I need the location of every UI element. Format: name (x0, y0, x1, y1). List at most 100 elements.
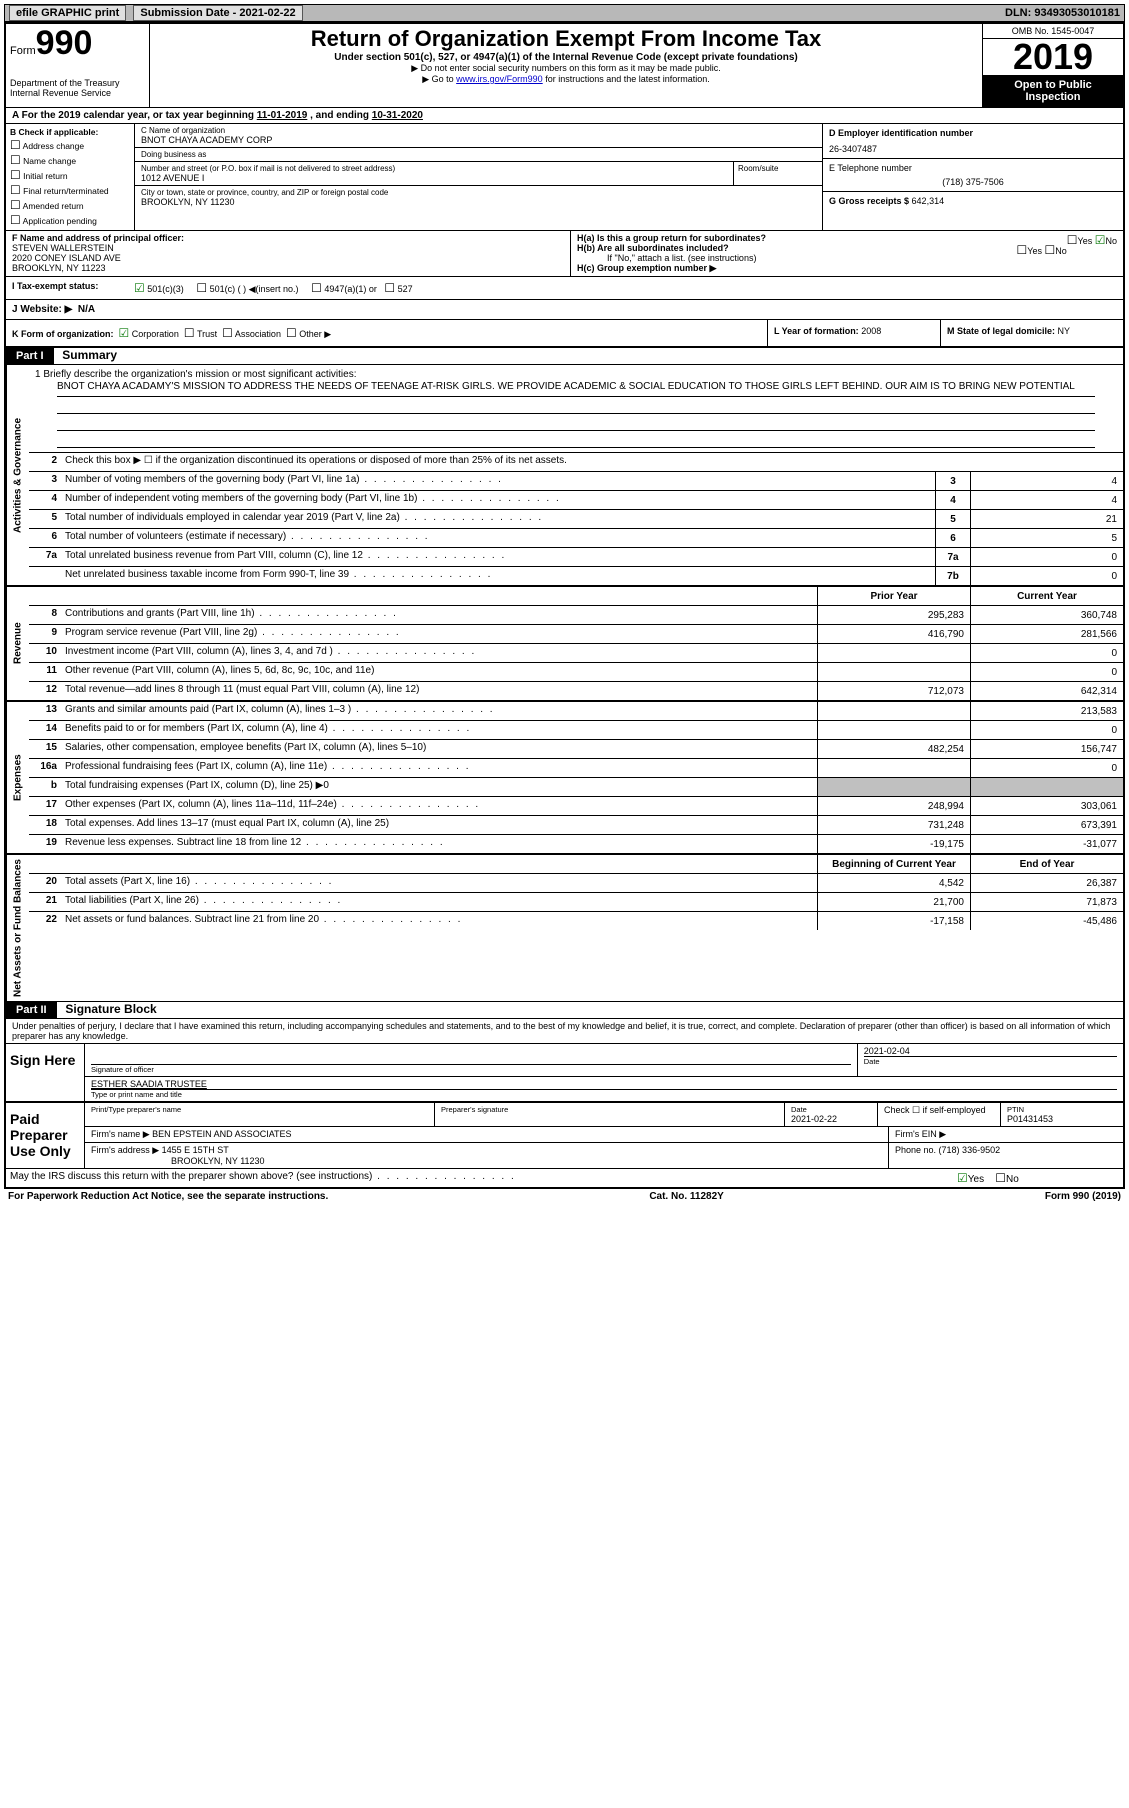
chk-label-4: Amended return (23, 201, 84, 211)
chk-label-0: Address change (23, 141, 84, 151)
subtitle-3: ▶ Go to www.irs.gov/Form990 for instruct… (156, 74, 976, 85)
officer-h-row: F Name and address of principal officer:… (6, 231, 1123, 277)
l5-num: 5 (29, 510, 61, 528)
prep-selfemp-cell: Check ☐ if self-employed (878, 1103, 1001, 1126)
officer-box: F Name and address of principal officer:… (6, 231, 571, 276)
irs-link[interactable]: www.irs.gov/Form990 (456, 74, 543, 84)
ha-yes[interactable] (1067, 237, 1078, 247)
chk-other[interactable] (286, 330, 297, 340)
form-word: Form (10, 45, 36, 57)
form-id-box: Form990 Department of the Treasury Inter… (6, 24, 150, 107)
submission-date-btn[interactable]: Submission Date - 2021-02-22 (133, 5, 302, 21)
website-value: N/A (78, 304, 95, 315)
mission-blank2 (57, 414, 1095, 431)
hb-no[interactable] (1044, 247, 1055, 257)
street-value: 1012 AVENUE I (141, 173, 727, 183)
l15-text: Salaries, other compensation, employee b… (61, 740, 817, 758)
chk-4947[interactable] (311, 285, 322, 295)
city-label: City or town, state or province, country… (141, 188, 816, 197)
info-grid: B Check if applicable: Address change Na… (6, 124, 1123, 231)
l5-text: Total number of individuals employed in … (61, 510, 935, 528)
chk-assoc[interactable] (222, 330, 233, 340)
kform-row: K Form of organization: Corporation Trus… (6, 320, 1123, 348)
l19-curr: -31,077 (970, 835, 1123, 853)
l13-num: 13 (29, 702, 61, 720)
lbl-501c: 501(c) ( ) ◀(insert no.) (210, 284, 299, 294)
gross-value: 642,314 (912, 196, 945, 206)
discuss-yes-lbl: Yes (968, 1174, 984, 1185)
discuss-no[interactable] (995, 1174, 1006, 1185)
chk-app-pending[interactable]: Application pending (10, 213, 130, 227)
tax-period-row: A For the 2019 calendar year, or tax yea… (6, 108, 1123, 124)
hb-row: H(b) Are all subordinates included? Yes … (577, 243, 1117, 253)
col-mid: C Name of organization BNOT CHAYA ACADEM… (135, 124, 822, 230)
l8-num: 8 (29, 606, 61, 624)
l3-box: 3 (935, 472, 970, 490)
chk-501c3[interactable] (134, 285, 145, 295)
chk-corp[interactable] (119, 330, 130, 340)
l9-num: 9 (29, 625, 61, 643)
lbl-assoc: Association (235, 329, 281, 339)
org-name-box: C Name of organization BNOT CHAYA ACADEM… (135, 124, 822, 148)
l21-text: Total liabilities (Part X, line 26) (61, 893, 817, 911)
submission-date-value: 2021-02-22 (239, 7, 295, 19)
l16a-prior (817, 759, 970, 777)
l16b-curr-shade (970, 778, 1123, 796)
discuss-no-lbl: No (1006, 1174, 1019, 1185)
l12-prior: 712,073 (817, 682, 970, 700)
l12-curr: 642,314 (970, 682, 1123, 700)
l8-text: Contributions and grants (Part VIII, lin… (61, 606, 817, 624)
sig-nametitle: ESTHER SAADIA TRUSTEE (91, 1079, 1117, 1089)
firm-phone-value: (718) 336-9502 (939, 1145, 1001, 1155)
l2-num: 2 (29, 453, 61, 471)
hb-yes[interactable] (1017, 247, 1028, 257)
l16a-text: Professional fundraising fees (Part IX, … (61, 759, 817, 777)
sign-here-grid: Sign Here Signature of officer 2021-02-0… (6, 1043, 1123, 1101)
chk-501c[interactable] (196, 285, 207, 295)
chk-527[interactable] (384, 285, 395, 295)
rev-hdr-blank (61, 587, 817, 605)
ha-no[interactable] (1095, 237, 1106, 247)
prep-ptin-cell: PTINP01431453 (1001, 1103, 1123, 1126)
l20-beg: 4,542 (817, 874, 970, 892)
dba-label: Doing business as (141, 150, 816, 159)
officer-addr1: 2020 CONEY ISLAND AVE (12, 253, 564, 263)
footer-left: For Paperwork Reduction Act Notice, see … (8, 1191, 328, 1202)
activities-content: 1 Briefly describe the organization's mi… (29, 365, 1123, 585)
discuss-yes[interactable] (957, 1174, 968, 1185)
ha-no-lbl: No (1105, 236, 1117, 246)
period-label: A For the 2019 calendar year, or tax yea… (12, 110, 257, 121)
chk-final-return[interactable]: Final return/terminated (10, 183, 130, 197)
sig-date-value: 2021-02-04 (864, 1046, 1117, 1056)
chk-address-change[interactable]: Address change (10, 138, 130, 152)
chk-name-change[interactable]: Name change (10, 153, 130, 167)
ein-label: D Employer identification number (829, 128, 1117, 138)
inspect-line2: Inspection (985, 91, 1121, 103)
status-label: I Tax-exempt status: (6, 277, 128, 299)
side-revenue: Revenue (6, 587, 29, 700)
sig-declaration: Under penalties of perjury, I declare th… (6, 1019, 1123, 1043)
lbl-501c3: 501(c)(3) (147, 284, 184, 294)
netassets-content: Beginning of Current YearEnd of Year 20T… (29, 855, 1123, 1001)
l22-num: 22 (29, 912, 61, 930)
period-end: 10-31-2020 (372, 110, 423, 121)
footer-right: Form 990 (2019) (1045, 1191, 1121, 1202)
period-begin: 11-01-2019 (257, 110, 308, 121)
form-title: Return of Organization Exempt From Incom… (156, 26, 976, 52)
l17-prior: 248,994 (817, 797, 970, 815)
efile-print-btn[interactable]: efile GRAPHIC print (9, 5, 126, 21)
chk-initial-return[interactable]: Initial return (10, 168, 130, 182)
dept-irs: Internal Revenue Service (10, 88, 145, 98)
l16b-num: b (29, 778, 61, 796)
discuss-row: May the IRS discuss this return with the… (6, 1168, 1123, 1187)
l12-num: 12 (29, 682, 61, 700)
firm-name-cell: Firm's name ▶ BEN EPSTEIN AND ASSOCIATES (85, 1127, 889, 1142)
dba-box: Doing business as (135, 148, 822, 162)
chk-amended-return[interactable]: Amended return (10, 198, 130, 212)
officer-label: F Name and address of principal officer: (12, 233, 564, 243)
l20-text: Total assets (Part X, line 16) (61, 874, 817, 892)
chk-trust[interactable] (184, 330, 195, 340)
l3-text: Number of voting members of the governin… (61, 472, 935, 490)
sig-date-cell: 2021-02-04 Date (858, 1044, 1123, 1076)
na-hdr-blank (61, 855, 817, 873)
